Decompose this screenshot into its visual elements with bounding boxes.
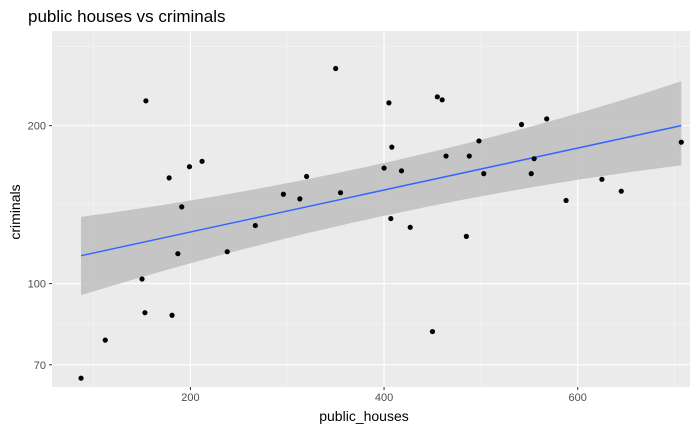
regression-line — [80, 124, 682, 257]
data-point — [466, 153, 472, 159]
regression-line-group — [80, 124, 682, 257]
data-point — [297, 196, 303, 202]
data-point — [388, 215, 394, 222]
x-axis-ticks: 200 400 600 — [181, 387, 587, 404]
data-point — [429, 328, 436, 335]
data-point — [166, 175, 172, 181]
data-point — [439, 97, 445, 103]
x-tick-label: 600 — [569, 392, 587, 404]
data-point — [443, 153, 449, 159]
data-point — [618, 188, 624, 194]
data-point — [139, 276, 145, 282]
y-tick-label: 200 — [28, 121, 46, 133]
data-point — [333, 65, 339, 72]
confidence-band-area — [81, 81, 682, 296]
data-point — [398, 168, 405, 174]
x-tick-label: 400 — [375, 392, 393, 404]
data-point — [389, 144, 395, 150]
y-tick-label: 100 — [28, 279, 46, 291]
y-tick-label: 70 — [34, 360, 46, 372]
x-tick-label: 200 — [181, 392, 199, 404]
data-point — [102, 337, 108, 343]
data-point — [544, 116, 550, 122]
data-point — [337, 190, 344, 196]
data-point — [678, 139, 684, 145]
data-point — [528, 171, 534, 177]
data-point — [199, 158, 205, 164]
data-point — [434, 94, 440, 100]
data-point — [142, 310, 148, 316]
data-point — [599, 176, 605, 182]
data-point — [531, 156, 537, 162]
grid-major — [52, 31, 690, 387]
x-axis-title: public_houses — [319, 408, 409, 424]
data-point — [563, 197, 569, 204]
points-group — [78, 65, 684, 381]
data-point — [175, 251, 181, 257]
data-point — [280, 191, 286, 197]
data-point — [304, 173, 310, 180]
data-point — [169, 312, 175, 318]
data-point — [481, 171, 487, 177]
data-point — [224, 249, 230, 255]
confidence-band — [81, 81, 682, 296]
data-point — [179, 204, 185, 210]
data-point — [252, 222, 258, 229]
chart-title: public houses vs criminals — [28, 7, 225, 26]
data-point — [476, 138, 482, 144]
data-point — [463, 233, 469, 239]
y-axis-title: criminals — [7, 184, 23, 239]
data-point — [143, 98, 149, 104]
data-point — [518, 121, 525, 128]
data-point — [186, 164, 193, 170]
data-point — [407, 224, 413, 230]
y-axis-ticks: 70 100 200 — [28, 121, 52, 372]
data-point — [381, 165, 387, 171]
data-point — [386, 100, 392, 106]
data-point — [78, 375, 84, 381]
